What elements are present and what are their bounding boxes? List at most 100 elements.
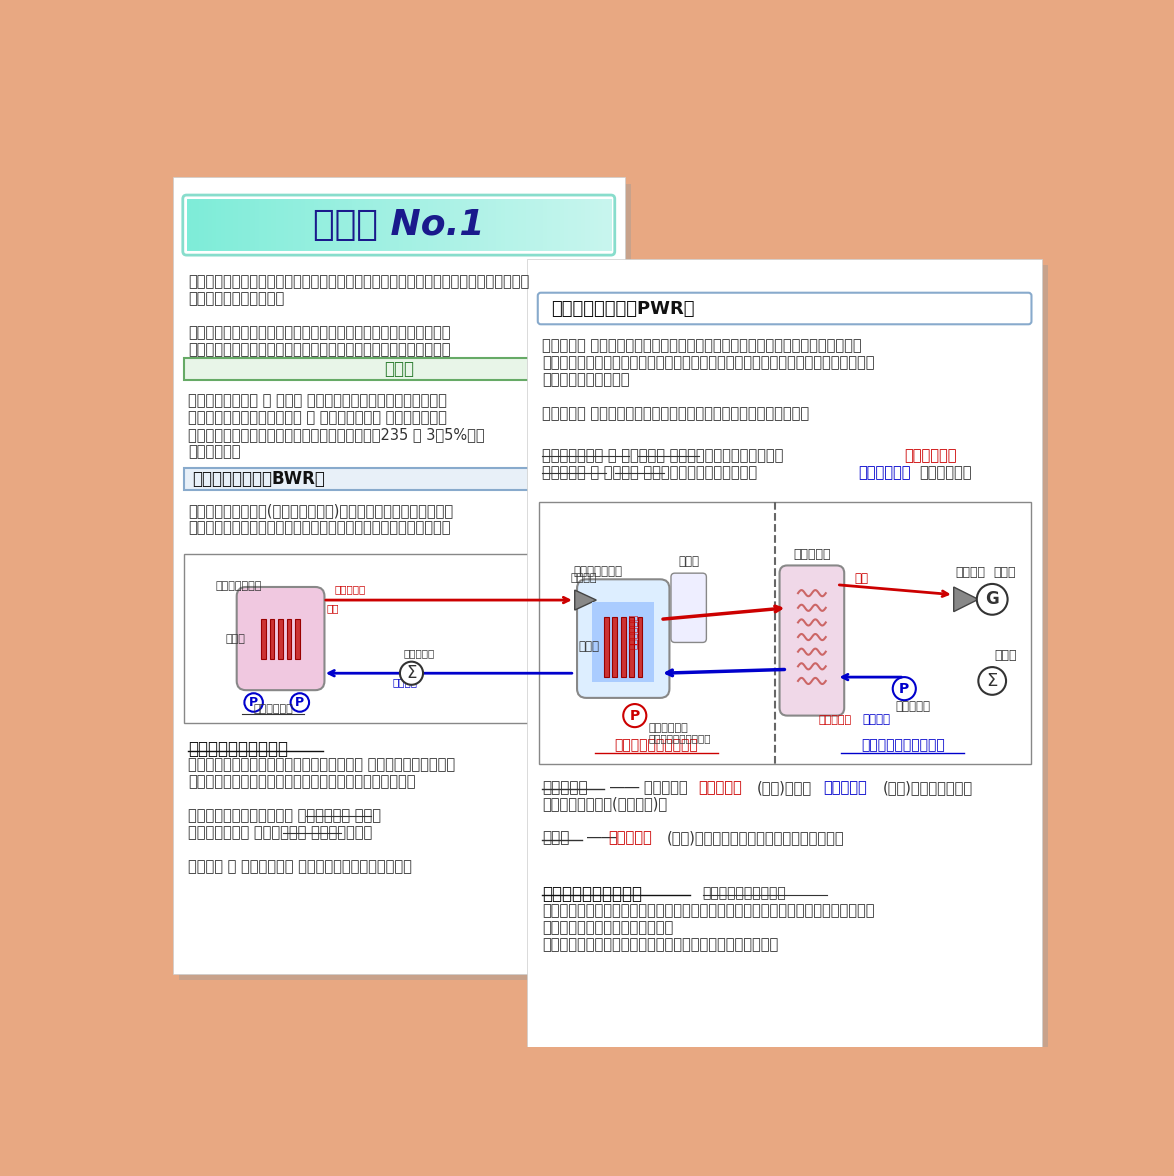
Text: 給水ポンプ: 給水ポンプ xyxy=(404,648,436,659)
FancyBboxPatch shape xyxy=(463,199,467,252)
FancyBboxPatch shape xyxy=(578,580,669,697)
Text: 給水ポンプ: 給水ポンプ xyxy=(895,700,930,713)
FancyBboxPatch shape xyxy=(250,199,255,252)
Text: （沸騰水型との比較）: （沸騰水型との比較） xyxy=(702,887,787,901)
FancyBboxPatch shape xyxy=(441,199,446,252)
FancyBboxPatch shape xyxy=(369,199,375,252)
FancyBboxPatch shape xyxy=(200,199,204,252)
FancyBboxPatch shape xyxy=(373,199,378,252)
Bar xyxy=(262,619,266,659)
FancyBboxPatch shape xyxy=(195,199,200,252)
FancyBboxPatch shape xyxy=(560,199,565,252)
Text: を発生させる機器(圧力容器)。: を発生させる機器(圧力容器)。 xyxy=(542,796,668,811)
Text: 軽水とは、冷却材 兼 減速材 に軽水を使用する原子炉のことで、: 軽水とは、冷却材 兼 減速材 に軽水を使用する原子炉のことで、 xyxy=(188,393,447,408)
FancyBboxPatch shape xyxy=(263,199,268,252)
Polygon shape xyxy=(575,590,596,610)
FancyBboxPatch shape xyxy=(258,199,264,252)
Text: 核燃料を核分裂させて放出するエネルギー（熱）で、水などの冷却材を加熱する炉のこ: 核燃料を核分裂させて放出するエネルギー（熱）で、水などの冷却材を加熱する炉のこ xyxy=(188,274,529,289)
Text: ・沸騰水型に特有の装置は 再循環ポンプ です。: ・沸騰水型に特有の装置は 再循環ポンプ です。 xyxy=(188,808,382,823)
FancyBboxPatch shape xyxy=(271,199,277,252)
FancyBboxPatch shape xyxy=(533,265,1048,1053)
FancyBboxPatch shape xyxy=(184,554,613,723)
Text: G: G xyxy=(985,590,999,608)
FancyBboxPatch shape xyxy=(466,199,472,252)
Text: （加圧水型に 再循環ポンプ はありません）: （加圧水型に 再循環ポンプ はありません） xyxy=(188,824,372,840)
FancyBboxPatch shape xyxy=(412,199,417,252)
Text: 再循環ポンプ: 再循環ポンプ xyxy=(254,704,292,715)
FancyBboxPatch shape xyxy=(268,199,272,252)
FancyBboxPatch shape xyxy=(458,199,464,252)
FancyBboxPatch shape xyxy=(357,199,362,252)
Bar xyxy=(270,619,275,659)
Circle shape xyxy=(977,584,1007,615)
FancyBboxPatch shape xyxy=(593,602,654,682)
FancyBboxPatch shape xyxy=(297,199,302,252)
Text: 原子炉 No.1: 原子炉 No.1 xyxy=(313,208,485,242)
Text: Σ: Σ xyxy=(406,664,417,682)
FancyBboxPatch shape xyxy=(565,199,569,252)
FancyBboxPatch shape xyxy=(216,199,222,252)
Text: 燃料棒: 燃料棒 xyxy=(579,640,600,653)
Circle shape xyxy=(244,693,263,711)
FancyBboxPatch shape xyxy=(191,199,196,252)
FancyBboxPatch shape xyxy=(187,199,191,252)
FancyBboxPatch shape xyxy=(229,199,234,252)
Text: ・制御棒 と 再循環ポンプ により出力調整を行います。: ・制御棒 と 再循環ポンプ により出力調整を行います。 xyxy=(188,858,412,874)
FancyBboxPatch shape xyxy=(518,199,522,252)
Text: （タービンや復水器は、放射性物質により汚染されない）: （タービンや復水器は、放射性物質により汚染されない） xyxy=(542,937,778,953)
Text: Σ: Σ xyxy=(986,671,998,690)
Text: 冷却材ポンプ: 冷却材ポンプ xyxy=(649,723,688,733)
FancyBboxPatch shape xyxy=(237,199,243,252)
Text: 復水器: 復水器 xyxy=(994,649,1017,662)
Bar xyxy=(629,617,634,677)
FancyBboxPatch shape xyxy=(568,199,574,252)
FancyBboxPatch shape xyxy=(289,199,294,252)
FancyBboxPatch shape xyxy=(203,199,209,252)
FancyBboxPatch shape xyxy=(433,199,438,252)
Text: 一次側（一次冷却材）: 一次側（一次冷却材） xyxy=(615,739,699,751)
FancyBboxPatch shape xyxy=(539,199,544,252)
Circle shape xyxy=(291,693,309,711)
Text: タービン: タービン xyxy=(571,573,598,583)
Text: 軽水炉: 軽水炉 xyxy=(384,360,413,377)
FancyBboxPatch shape xyxy=(407,199,412,252)
Circle shape xyxy=(892,677,916,700)
Text: 蒸気の流れ: 蒸気の流れ xyxy=(818,715,851,726)
FancyBboxPatch shape xyxy=(602,199,607,252)
Circle shape xyxy=(400,662,423,684)
Text: 沸騰水型は、原子炉(原子炉圧力容器)で発生した蒸気を直接タービ: 沸騰水型は、原子炉(原子炉圧力容器)で発生した蒸気を直接タービ xyxy=(188,503,453,519)
Text: 蒸気発生器: 蒸気発生器 xyxy=(542,780,588,795)
FancyBboxPatch shape xyxy=(672,573,707,642)
Bar xyxy=(278,619,283,659)
FancyBboxPatch shape xyxy=(173,178,625,974)
FancyBboxPatch shape xyxy=(492,199,497,252)
FancyBboxPatch shape xyxy=(510,199,514,252)
Text: 加圧水型は 炉内で軽水を高温高圧に加熱し、その軽水を蒸気発生器に導きます。: 加圧水型は 炉内で軽水を高温高圧に加熱し、その軽水を蒸気発生器に導きます。 xyxy=(542,339,862,353)
FancyBboxPatch shape xyxy=(335,199,340,252)
Text: 蒸気: 蒸気 xyxy=(326,603,339,614)
FancyBboxPatch shape xyxy=(513,199,519,252)
FancyBboxPatch shape xyxy=(534,199,540,252)
FancyBboxPatch shape xyxy=(399,199,404,252)
Bar xyxy=(637,617,642,677)
Text: 蒸気発生器で、高温高圧の軽水により水を加熱して蒸気を発生させ、その蒸気をター: 蒸気発生器で、高温高圧の軽水により水を加熱して蒸気を発生させ、その蒸気をター xyxy=(542,355,875,370)
FancyBboxPatch shape xyxy=(527,259,1043,1047)
Text: ―― 高温高圧の: ―― 高温高圧の xyxy=(610,780,688,795)
FancyBboxPatch shape xyxy=(394,199,399,252)
Bar xyxy=(295,619,299,659)
Polygon shape xyxy=(953,587,978,612)
Text: （タービンや復水器は、放射性物質により汚染される）: （タービンや復水器は、放射性物質により汚染される） xyxy=(188,774,416,789)
FancyBboxPatch shape xyxy=(279,199,285,252)
FancyBboxPatch shape xyxy=(586,199,591,252)
FancyBboxPatch shape xyxy=(242,199,247,252)
Text: (軽水)により: (軽水)により xyxy=(756,780,811,795)
Text: ・加圧水型では、放射性物質を含んだ蒸気がタービンに入らないため、タービン建屋: ・加圧水型では、放射性物質を含んだ蒸気がタービンに入らないため、タービン建屋 xyxy=(542,903,875,918)
Text: 沸騰水型原子炉の特徴: 沸騰水型原子炉の特徴 xyxy=(188,740,288,759)
Text: 原子炉圧力容器: 原子炉圧力容器 xyxy=(215,581,262,590)
FancyBboxPatch shape xyxy=(555,199,561,252)
FancyBboxPatch shape xyxy=(284,199,289,252)
FancyBboxPatch shape xyxy=(538,293,1032,325)
FancyBboxPatch shape xyxy=(247,199,251,252)
Text: 軽水炉で使われる燃料は低濃縮ウランで、ウラン235 を 3〜5%程度: 軽水炉で使われる燃料は低濃縮ウランで、ウラン235 を 3〜5%程度 xyxy=(188,427,485,442)
Text: とを原子炉と言います。: とを原子炉と言います。 xyxy=(188,292,284,306)
